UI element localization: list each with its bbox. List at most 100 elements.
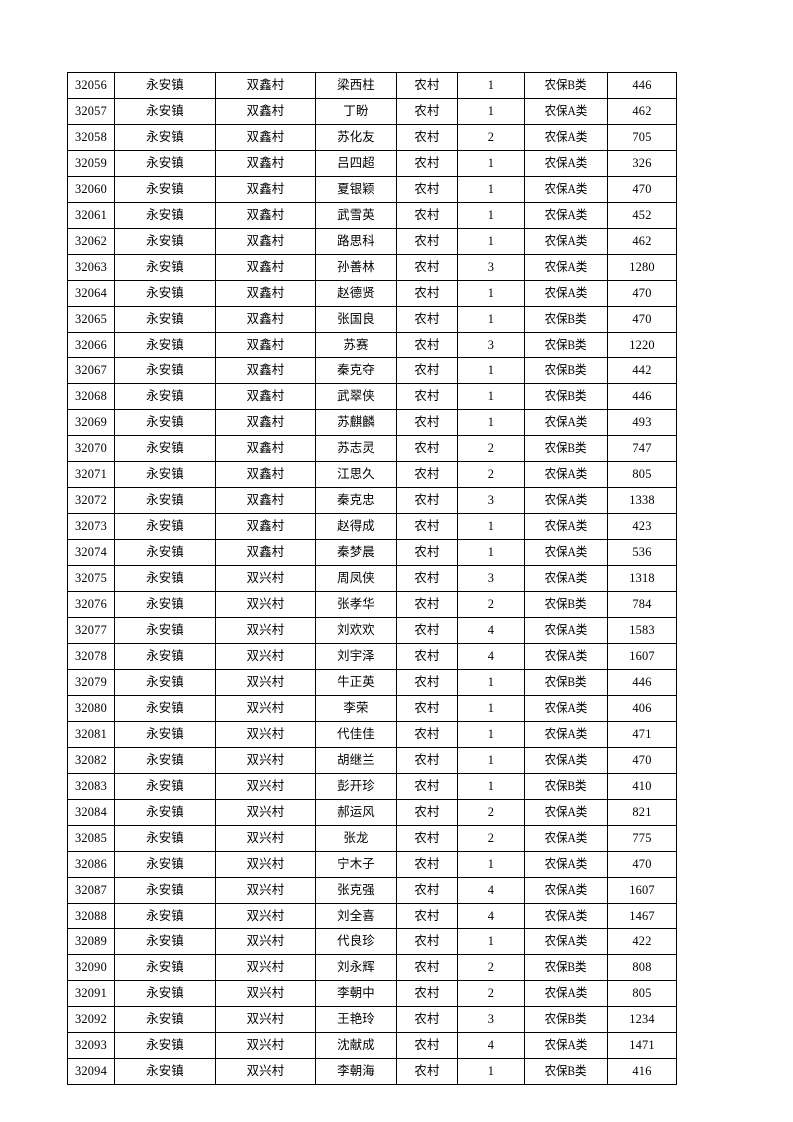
table-row: 32067 永安镇 双鑫村 秦克夺 农村 1 农保B类 442 bbox=[67, 357, 677, 385]
category-text: 农保A类 bbox=[544, 415, 588, 430]
cell-name: 王艳玲 bbox=[315, 1006, 397, 1034]
cell-town: 永安镇 bbox=[114, 1032, 216, 1060]
category-text: 农保A类 bbox=[544, 804, 588, 819]
cell-amount: 1234 bbox=[607, 1006, 677, 1034]
cell-persons: 1 bbox=[457, 539, 525, 567]
cell-village: 双鑫村 bbox=[215, 227, 316, 255]
category-text: 农保B类 bbox=[545, 597, 587, 612]
cell-amount: 493 bbox=[607, 409, 677, 437]
cell-name: 张龙 bbox=[315, 824, 397, 852]
cell-category: 农保B类 bbox=[524, 383, 608, 411]
category-text: 农保B类 bbox=[545, 337, 587, 352]
category-text: 农保A类 bbox=[544, 545, 588, 560]
cell-household-type: 农村 bbox=[396, 746, 458, 774]
cell-category: 农保A类 bbox=[524, 513, 608, 541]
cell-persons: 1 bbox=[457, 668, 525, 696]
cell-town: 永安镇 bbox=[114, 201, 216, 229]
cell-persons: 1 bbox=[457, 513, 525, 541]
cell-id: 32061 bbox=[67, 201, 115, 229]
cell-name: 胡继兰 bbox=[315, 746, 397, 774]
table-row: 32084 永安镇 双兴村 郝运风 农村 2 农保A类 821 bbox=[67, 798, 677, 826]
cell-household-type: 农村 bbox=[396, 798, 458, 826]
cell-amount: 1220 bbox=[607, 331, 677, 359]
cell-persons: 1 bbox=[457, 746, 525, 774]
cell-name: 宁木子 bbox=[315, 850, 397, 878]
cell-category: 农保A类 bbox=[524, 1032, 608, 1060]
table-row: 32089 永安镇 双兴村 代良珍 农村 1 农保A类 422 bbox=[67, 928, 677, 956]
cell-persons: 1 bbox=[457, 772, 525, 800]
table-row: 32091 永安镇 双兴村 李朝中 农村 2 农保A类 805 bbox=[67, 980, 677, 1008]
cell-village: 双鑫村 bbox=[215, 123, 316, 151]
category-text: 农保A类 bbox=[544, 181, 588, 196]
cell-id: 32065 bbox=[67, 305, 115, 333]
cell-persons: 3 bbox=[457, 1006, 525, 1034]
category-text: 农保A类 bbox=[544, 882, 588, 897]
cell-town: 永安镇 bbox=[114, 383, 216, 411]
cell-name: 张国良 bbox=[315, 305, 397, 333]
cell-name: 牛正英 bbox=[315, 668, 397, 696]
cell-name: 苏化友 bbox=[315, 123, 397, 151]
cell-village: 双鑫村 bbox=[215, 72, 316, 99]
cell-id: 32093 bbox=[67, 1032, 115, 1060]
cell-household-type: 农村 bbox=[396, 591, 458, 619]
subsidy-roster-table: 32056 永安镇 双鑫村 梁西柱 农村 1 农保B类 446 32057 永安镇 双鑫村 丁盼 农村 1… bbox=[67, 72, 677, 1086]
cell-town: 永安镇 bbox=[114, 539, 216, 567]
table-row: 32094 永安镇 双兴村 李朝海 农村 1 农保B类 416 bbox=[67, 1058, 677, 1086]
category-text: 农保B类 bbox=[545, 674, 587, 689]
cell-id: 32077 bbox=[67, 617, 115, 644]
category-text: 农保A类 bbox=[544, 908, 588, 923]
cell-persons: 3 bbox=[457, 253, 525, 281]
cell-amount: 446 bbox=[607, 668, 677, 696]
cell-town: 永安镇 bbox=[114, 97, 216, 125]
cell-persons: 4 bbox=[457, 876, 525, 904]
cell-town: 永安镇 bbox=[114, 409, 216, 437]
cell-amount: 536 bbox=[607, 539, 677, 567]
cell-town: 永安镇 bbox=[114, 513, 216, 541]
cell-household-type: 农村 bbox=[396, 1032, 458, 1060]
category-text: 农保B类 bbox=[545, 441, 587, 456]
cell-household-type: 农村 bbox=[396, 694, 458, 722]
cell-village: 双鑫村 bbox=[215, 487, 316, 515]
category-text: 农保A类 bbox=[544, 259, 588, 274]
cell-amount: 805 bbox=[607, 980, 677, 1008]
cell-category: 农保A类 bbox=[524, 487, 608, 515]
cell-id: 32069 bbox=[67, 409, 115, 437]
cell-village: 双兴村 bbox=[215, 850, 316, 878]
cell-category: 农保B类 bbox=[524, 1058, 608, 1086]
cell-name: 刘全喜 bbox=[315, 902, 397, 930]
cell-town: 永安镇 bbox=[114, 487, 216, 515]
cell-persons: 1 bbox=[457, 175, 525, 203]
cell-name: 赵德贤 bbox=[315, 279, 397, 307]
cell-category: 农保B类 bbox=[524, 954, 608, 982]
cell-village: 双鑫村 bbox=[215, 409, 316, 437]
table-row: 32078 永安镇 双兴村 刘宇泽 农村 4 农保A类 1607 bbox=[67, 642, 677, 670]
cell-persons: 1 bbox=[457, 279, 525, 307]
cell-village: 双兴村 bbox=[215, 1006, 316, 1034]
cell-id: 32067 bbox=[67, 357, 115, 385]
cell-household-type: 农村 bbox=[396, 305, 458, 333]
cell-category: 农保A类 bbox=[524, 850, 608, 878]
cell-persons: 2 bbox=[457, 824, 525, 852]
table-row: 32080 永安镇 双兴村 李荣 农村 1 农保A类 406 bbox=[67, 694, 677, 722]
cell-id: 32075 bbox=[67, 565, 115, 593]
cell-household-type: 农村 bbox=[396, 876, 458, 904]
category-text: 农保A类 bbox=[544, 467, 588, 482]
cell-village: 双兴村 bbox=[215, 798, 316, 826]
cell-household-type: 农村 bbox=[396, 487, 458, 515]
cell-village: 双兴村 bbox=[215, 876, 316, 904]
category-text: 农保A类 bbox=[544, 233, 588, 248]
cell-category: 农保A类 bbox=[524, 902, 608, 930]
table-row: 32056 永安镇 双鑫村 梁西柱 农村 1 农保B类 446 bbox=[67, 72, 677, 99]
cell-persons: 2 bbox=[457, 591, 525, 619]
cell-name: 苏麒麟 bbox=[315, 409, 397, 437]
cell-persons: 1 bbox=[457, 149, 525, 177]
cell-town: 永安镇 bbox=[114, 279, 216, 307]
category-text: 农保A类 bbox=[544, 934, 588, 949]
cell-category: 农保A类 bbox=[524, 928, 608, 956]
table-row: 32087 永安镇 双兴村 张克强 农村 4 农保A类 1607 bbox=[67, 876, 677, 904]
cell-amount: 470 bbox=[607, 279, 677, 307]
table-row: 32062 永安镇 双鑫村 路思科 农村 1 农保A类 462 bbox=[67, 227, 677, 255]
cell-category: 农保B类 bbox=[524, 72, 608, 99]
cell-name: 武雪英 bbox=[315, 201, 397, 229]
cell-amount: 452 bbox=[607, 201, 677, 229]
